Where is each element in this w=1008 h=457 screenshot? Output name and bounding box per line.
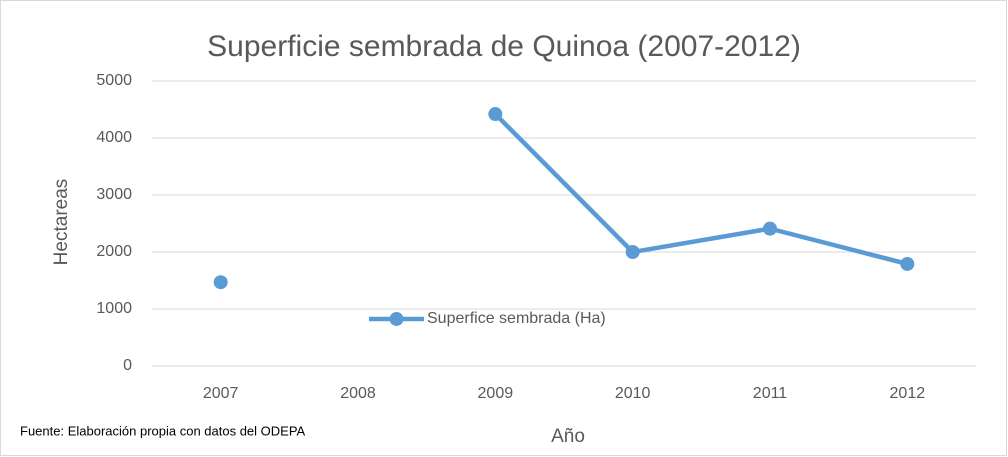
y-tick-label: 1000	[96, 300, 132, 317]
legend-label: Superfice sembrada (Ha)	[427, 310, 606, 327]
x-tick-label: 2007	[203, 385, 239, 402]
y-axis-label: Hectareas	[51, 179, 72, 266]
x-axis-label: Año	[551, 426, 585, 447]
footnote: Fuente: Elaboración propia con datos del…	[20, 423, 306, 438]
x-tick-label: 2008	[340, 385, 376, 402]
point-marker	[213, 275, 228, 290]
x-tick-label: 2011	[753, 385, 788, 402]
y-tick-label: 2000	[96, 243, 132, 260]
point-marker	[763, 221, 777, 236]
y-tick-label: 5000	[96, 72, 132, 89]
y-tick-label: 0	[123, 357, 132, 374]
y-tick-label: 3000	[96, 186, 132, 203]
legend-marker	[389, 311, 404, 326]
point-marker	[900, 256, 915, 271]
x-tick-label: 2009	[478, 385, 514, 402]
point-marker	[488, 107, 503, 122]
y-tick-label: 4000	[96, 129, 132, 146]
x-tick-label: 2012	[890, 385, 926, 402]
chart-title: Superficie sembrada de Quinoa (2007-2012…	[207, 30, 801, 63]
series-line	[493, 112, 908, 267]
x-tick-label: 2010	[615, 385, 651, 402]
point-marker	[625, 245, 640, 259]
